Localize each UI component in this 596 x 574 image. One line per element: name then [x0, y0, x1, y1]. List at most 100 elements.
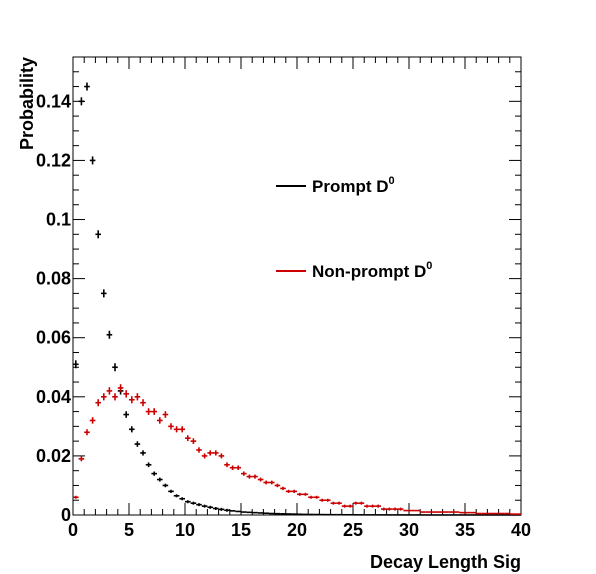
data-point: [190, 501, 197, 505]
data-point: [336, 501, 342, 505]
data-point: [123, 390, 129, 398]
y-tick-label: 0.1: [46, 210, 71, 230]
data-point: [89, 156, 96, 165]
data-point: [341, 504, 348, 508]
data-point: [89, 417, 96, 424]
data-point: [117, 384, 124, 392]
data-point: [207, 505, 213, 509]
y-tick-label: 0.02: [36, 446, 71, 466]
data-point: [134, 441, 141, 447]
data-point: [145, 408, 152, 415]
data-point: [162, 483, 169, 488]
data-point: [229, 465, 236, 470]
data-point: [364, 504, 370, 508]
data-point: [358, 501, 365, 505]
y-tick-label: 0: [61, 505, 71, 525]
data-point: [78, 456, 85, 462]
legend: Prompt D0 Non-prompt D0: [276, 175, 432, 281]
data-point: [168, 423, 174, 430]
data-point: [297, 492, 303, 496]
data-point: [285, 489, 292, 493]
series-prompt: [73, 82, 521, 516]
data-point: [347, 504, 353, 508]
data-point: [274, 483, 281, 488]
x-axis-title: Decay Length Sig: [370, 552, 521, 572]
data-point: [157, 417, 163, 424]
data-point: [112, 393, 118, 401]
data-point: [129, 396, 135, 404]
data-point: [246, 474, 253, 479]
data-point: [123, 411, 129, 418]
data-point: [151, 408, 157, 415]
legend-label-nonprompt: Non-prompt D0: [312, 260, 432, 281]
data-point: [224, 508, 230, 512]
data-point: [218, 507, 225, 511]
data-point: [381, 507, 387, 511]
data-point: [325, 498, 331, 502]
y-tick-label: 0.06: [36, 328, 71, 348]
data-point: [106, 330, 113, 339]
data-point: [173, 494, 180, 498]
x-tick-label: 10: [175, 520, 195, 540]
data-point: [218, 453, 225, 459]
data-point: [235, 465, 241, 470]
x-tick-label: 25: [343, 520, 363, 540]
y-axis-title: Probability: [17, 57, 37, 150]
series-non-prompt: [73, 384, 521, 515]
data-point: [213, 506, 219, 510]
data-point: [196, 503, 202, 507]
data-point: [173, 426, 180, 433]
data-point: [213, 450, 219, 456]
data-point: [84, 429, 90, 436]
series-layer: [73, 82, 521, 516]
y-tick-label: 0.04: [36, 387, 71, 407]
data-point: [252, 474, 258, 479]
y-tick-label: 0.12: [36, 150, 71, 170]
legend-label-prompt: Prompt D0: [312, 175, 395, 196]
data-point: [84, 82, 90, 91]
data-point: [369, 504, 376, 508]
data-point: [140, 399, 146, 407]
x-tick-label: 40: [511, 520, 531, 540]
data-point: [386, 507, 393, 511]
data-point: [134, 393, 141, 401]
data-point: [179, 497, 185, 501]
y-tick-labels: 0 0.02 0.04 0.06 0.08 0.1 0.12 0.14: [36, 91, 71, 525]
x-tick-label: 30: [399, 520, 419, 540]
data-point: [185, 435, 191, 442]
data-point: [73, 495, 79, 499]
data-point: [201, 504, 208, 508]
data-point: [196, 447, 202, 453]
x-tick-label: 20: [287, 520, 307, 540]
data-point: [241, 471, 247, 476]
data-point: [78, 97, 85, 106]
data-point: [101, 393, 107, 401]
data-point: [302, 492, 309, 496]
data-point: [224, 462, 230, 468]
data-point: [101, 289, 107, 298]
data-point: [145, 462, 152, 468]
data-point: [157, 477, 163, 482]
data-point: [291, 489, 297, 493]
data-point: [106, 387, 113, 395]
data-point: [179, 426, 185, 433]
y-tick-label: 0.08: [36, 269, 71, 289]
x-tick-label: 0: [68, 520, 78, 540]
data-point: [330, 501, 337, 505]
data-point: [392, 507, 398, 511]
data-point: [112, 363, 118, 372]
data-point: [207, 450, 213, 456]
axis-ticks: [72, 56, 522, 516]
data-point: [201, 453, 208, 459]
x-tick-label: 15: [231, 520, 251, 540]
x-tick-label: 35: [455, 520, 475, 540]
data-point: [353, 501, 359, 505]
data-point: [308, 495, 314, 499]
data-point: [140, 450, 146, 456]
x-tick-labels: 0 5 10 15 20 25 30 35 40: [68, 520, 531, 540]
data-point: [168, 489, 174, 493]
plot-frame: [72, 56, 522, 516]
data-point: [190, 438, 197, 444]
data-point: [162, 411, 169, 418]
